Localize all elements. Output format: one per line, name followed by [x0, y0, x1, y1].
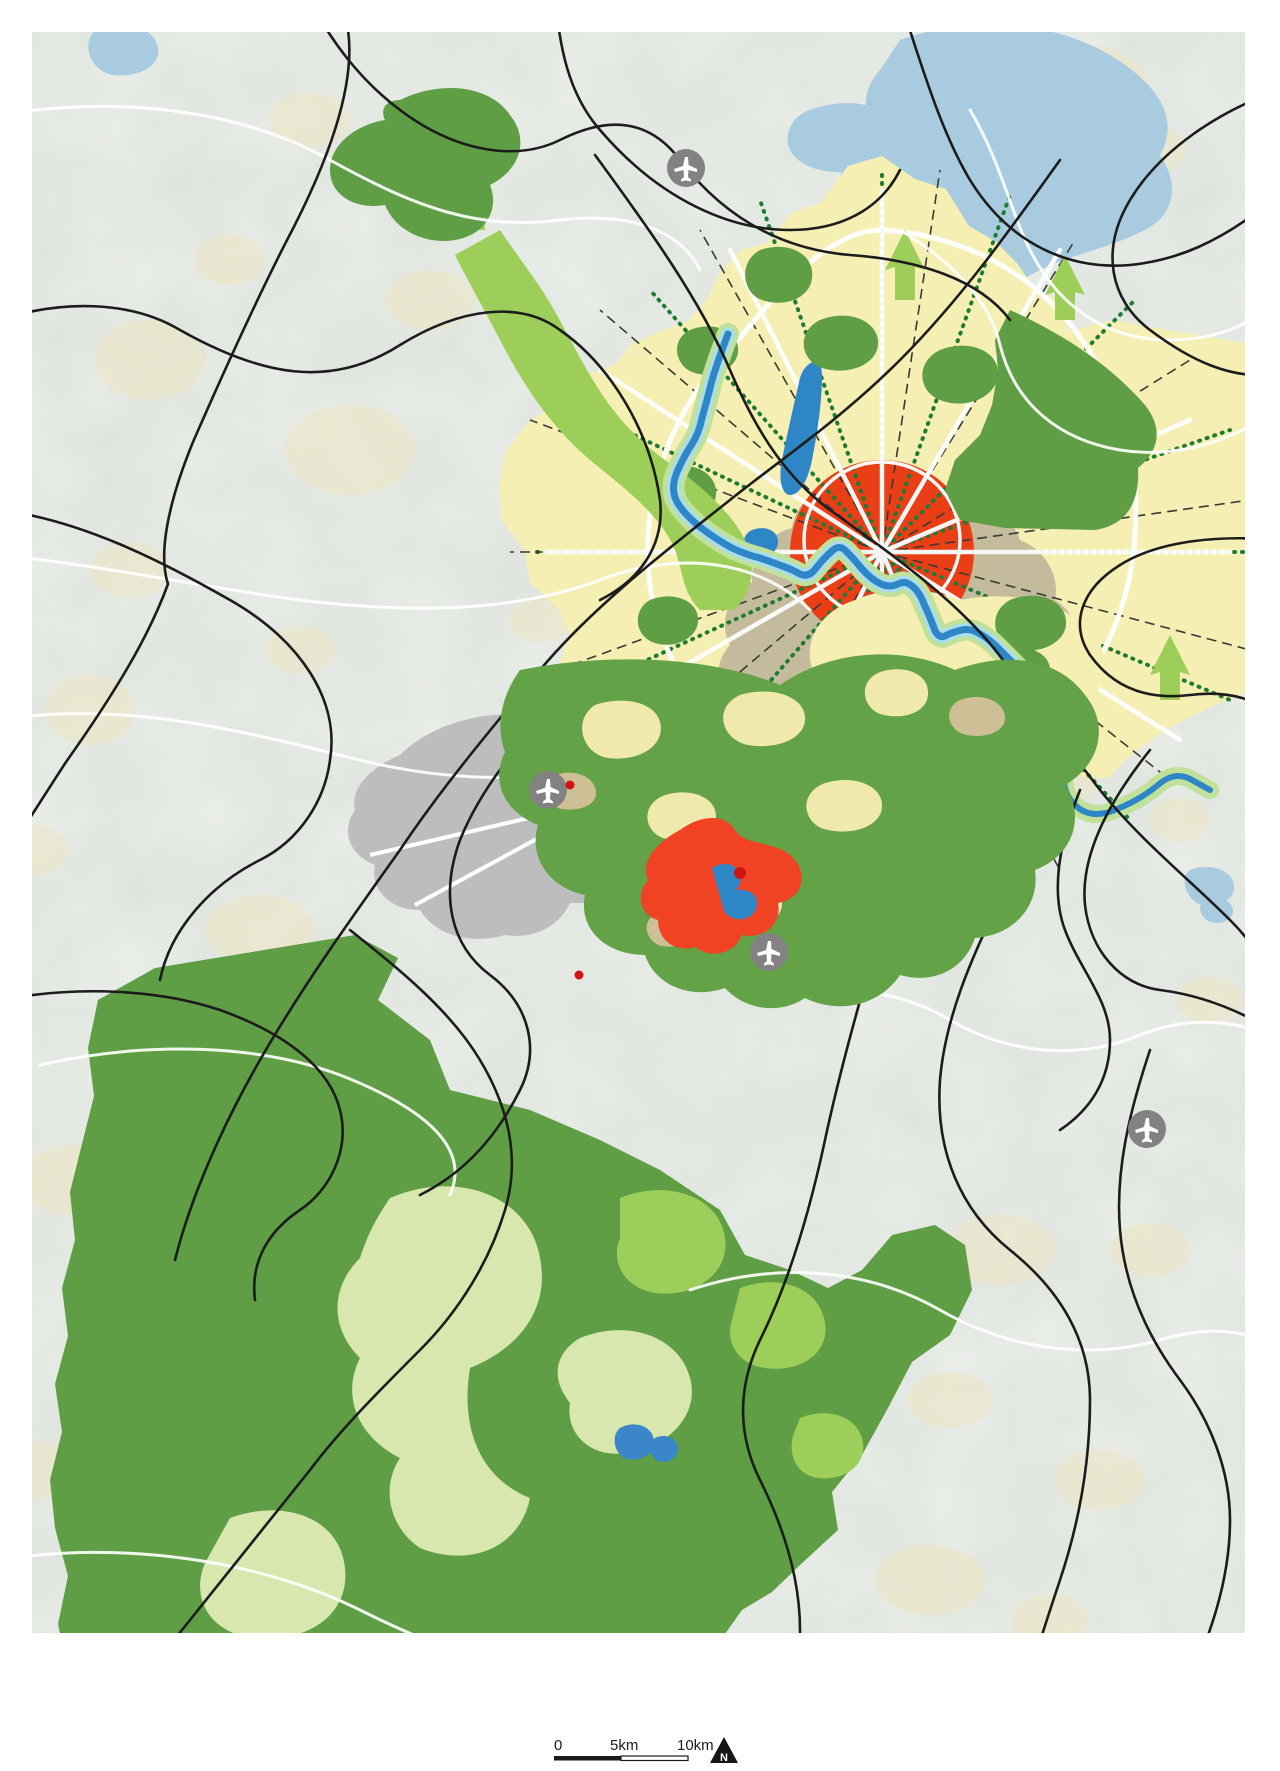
- svg-text:N: N: [720, 1752, 728, 1764]
- svg-text:10km: 10km: [677, 1737, 714, 1754]
- svg-text:0: 0: [554, 1737, 562, 1754]
- svg-text:5km: 5km: [610, 1737, 638, 1754]
